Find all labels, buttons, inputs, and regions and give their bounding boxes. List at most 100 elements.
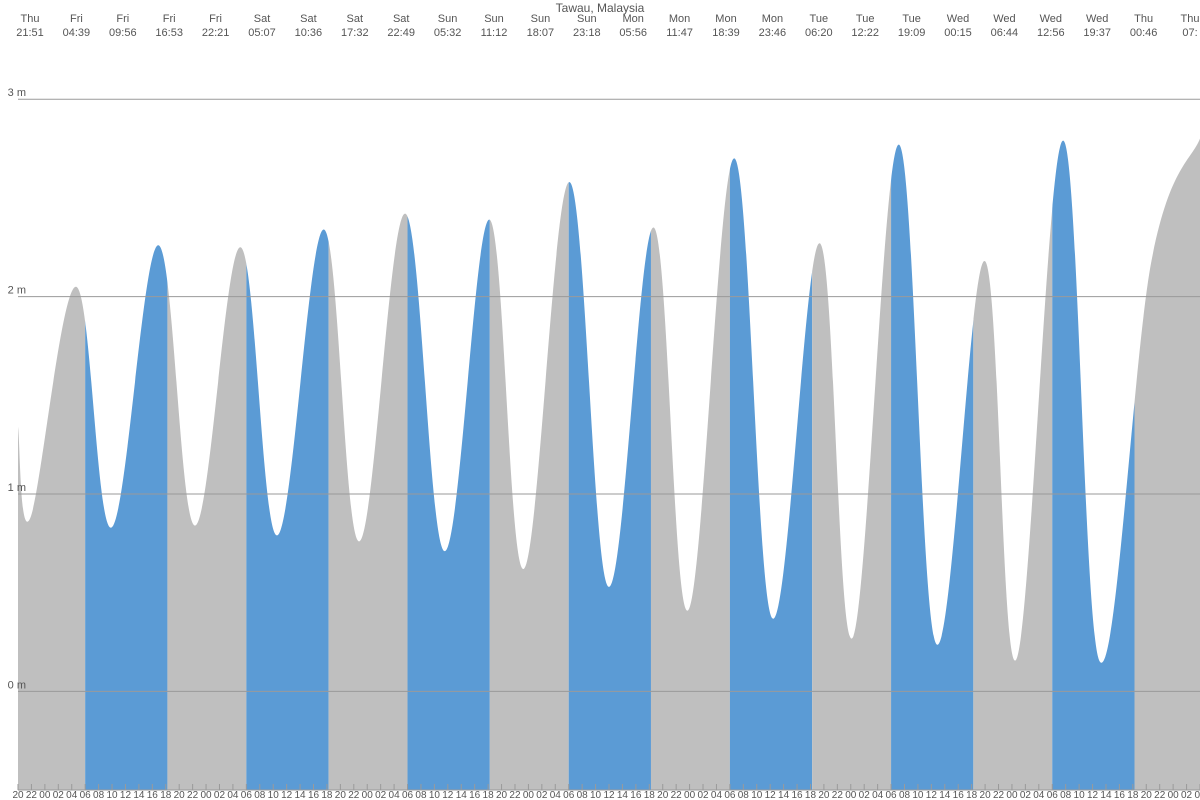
x-tick-label: 06: [241, 790, 253, 800]
x-tick-label: 16: [1114, 790, 1126, 800]
x-tick-label: 14: [456, 790, 468, 800]
top-time-day: Fri: [163, 13, 176, 25]
top-time-hour: 00:46: [1130, 27, 1158, 39]
x-tick-label: 04: [1194, 790, 1200, 800]
top-time-day: Wed: [947, 13, 969, 25]
top-time-day: Sun: [484, 13, 504, 25]
x-tick-label: 18: [483, 790, 495, 800]
x-tick-label: 18: [805, 790, 817, 800]
x-tick-label: 10: [751, 790, 763, 800]
top-time-hour: 11:12: [481, 27, 508, 39]
x-tick-label: 20: [174, 790, 186, 800]
x-tick-label: 10: [912, 790, 924, 800]
x-tick-label: 18: [644, 790, 656, 800]
x-tick-label: 04: [389, 790, 401, 800]
x-tick-label: 10: [106, 790, 118, 800]
x-tick-label: 06: [80, 790, 92, 800]
x-tick-label: 16: [469, 790, 481, 800]
x-tick-label: 02: [697, 790, 709, 800]
top-time-day: Sat: [347, 13, 364, 25]
x-tick-label: 10: [268, 790, 280, 800]
x-tick-label: 08: [899, 790, 911, 800]
x-tick-label: 22: [1154, 790, 1166, 800]
x-tick-label: 00: [684, 790, 696, 800]
x-tick-label: 06: [563, 790, 575, 800]
x-tick-label: 04: [711, 790, 723, 800]
top-time-day: Sun: [531, 13, 551, 25]
x-tick-label: 12: [281, 790, 293, 800]
x-tick-label: 12: [442, 790, 454, 800]
top-time-hour: 04:39: [63, 27, 91, 39]
x-tick-label: 20: [12, 790, 24, 800]
x-tick-label: 16: [308, 790, 320, 800]
top-time-day: Fri: [209, 13, 222, 25]
x-tick-label: 14: [133, 790, 145, 800]
x-tick-label: 20: [657, 790, 669, 800]
x-tick-label: 14: [617, 790, 629, 800]
x-tick-label: 08: [415, 790, 427, 800]
top-time-hour: 10:36: [295, 27, 323, 39]
top-time-hour: 22:49: [387, 27, 415, 39]
top-time-day: Wed: [1040, 13, 1062, 25]
x-tick-label: 00: [845, 790, 857, 800]
top-time-day: Mon: [622, 13, 643, 25]
top-time-hour: 16:53: [155, 27, 183, 39]
top-time-hour: 12:56: [1037, 27, 1065, 39]
x-tick-label: 20: [496, 790, 508, 800]
x-tick-label: 14: [1100, 790, 1112, 800]
x-tick-label: 06: [402, 790, 414, 800]
x-tick-label: 18: [966, 790, 978, 800]
x-tick-label: 14: [778, 790, 790, 800]
top-time-hour: 09:56: [109, 27, 137, 39]
x-tick-label: 00: [1168, 790, 1180, 800]
top-time-day: Mon: [669, 13, 690, 25]
top-time-hour: 05:32: [434, 27, 462, 39]
x-tick-label: 16: [953, 790, 965, 800]
top-time-day: Tue: [902, 13, 921, 25]
x-tick-label: 22: [832, 790, 844, 800]
x-tick-label: 02: [1181, 790, 1193, 800]
top-time-hour: 18:39: [712, 27, 740, 39]
top-time-day: Mon: [715, 13, 736, 25]
x-tick-label: 06: [724, 790, 736, 800]
top-time-hour: 23:46: [759, 27, 787, 39]
x-tick-label: 08: [93, 790, 105, 800]
top-time-day: Tue: [856, 13, 875, 25]
top-time-hour: 05:56: [619, 27, 647, 39]
x-tick-label: 22: [509, 790, 521, 800]
x-tick-label: 08: [577, 790, 589, 800]
x-tick-label: 20: [980, 790, 992, 800]
x-tick-label: 00: [200, 790, 212, 800]
x-tick-label: 02: [1020, 790, 1032, 800]
x-tick-label: 04: [227, 790, 239, 800]
x-tick-label: 04: [550, 790, 562, 800]
top-time-day: Fri: [116, 13, 129, 25]
top-time-day: Sat: [300, 13, 317, 25]
x-tick-label: 02: [375, 790, 387, 800]
x-tick-label: 18: [1127, 790, 1139, 800]
x-tick-label: 16: [147, 790, 159, 800]
x-tick-label: 22: [187, 790, 199, 800]
x-tick-label: 06: [886, 790, 898, 800]
x-tick-label: 12: [120, 790, 132, 800]
x-tick-label: 02: [53, 790, 65, 800]
top-time-day: Sat: [393, 13, 410, 25]
x-tick-label: 18: [321, 790, 333, 800]
x-tick-label: 02: [214, 790, 226, 800]
x-tick-label: 00: [39, 790, 51, 800]
x-tick-label: 20: [335, 790, 347, 800]
x-tick-label: 10: [429, 790, 441, 800]
top-time-hour: 06:20: [805, 27, 833, 39]
x-tick-label: 12: [1087, 790, 1099, 800]
top-time-hour: 19:09: [898, 27, 926, 39]
x-tick-label: 10: [590, 790, 602, 800]
top-time-hour: 21:51: [16, 27, 44, 39]
x-tick-label: 14: [295, 790, 307, 800]
x-tick-label: 00: [362, 790, 374, 800]
top-time-day: Wed: [993, 13, 1015, 25]
x-tick-label: 02: [859, 790, 871, 800]
x-tick-label: 00: [1006, 790, 1018, 800]
x-tick-label: 18: [160, 790, 172, 800]
y-axis-label: 0 m: [8, 679, 26, 691]
y-axis-label: 3 m: [8, 87, 26, 99]
